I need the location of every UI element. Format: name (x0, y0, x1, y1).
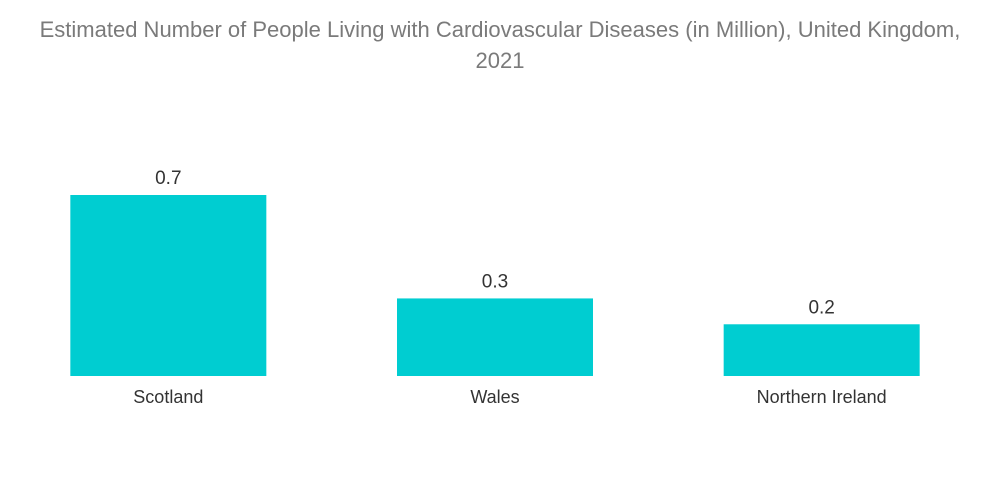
category-label-scotland: Scotland (133, 387, 203, 407)
data-labels-group: 0.7 0.3 0.2 (155, 168, 835, 318)
category-label-northern-ireland: Northern Ireland (757, 387, 887, 407)
bar-wales (397, 298, 593, 376)
bar-scotland (70, 195, 267, 376)
chart-title: Estimated Number of People Living with C… (39, 17, 961, 73)
category-labels-group: Scotland Wales Northern Ireland (133, 387, 886, 407)
data-label-wales: 0.3 (482, 271, 508, 292)
data-label-northern-ireland: 0.2 (808, 297, 834, 318)
bars-group (70, 195, 920, 376)
data-label-scotland: 0.7 (155, 168, 181, 189)
bar-northern-ireland (723, 324, 920, 376)
category-label-wales: Wales (470, 387, 519, 407)
